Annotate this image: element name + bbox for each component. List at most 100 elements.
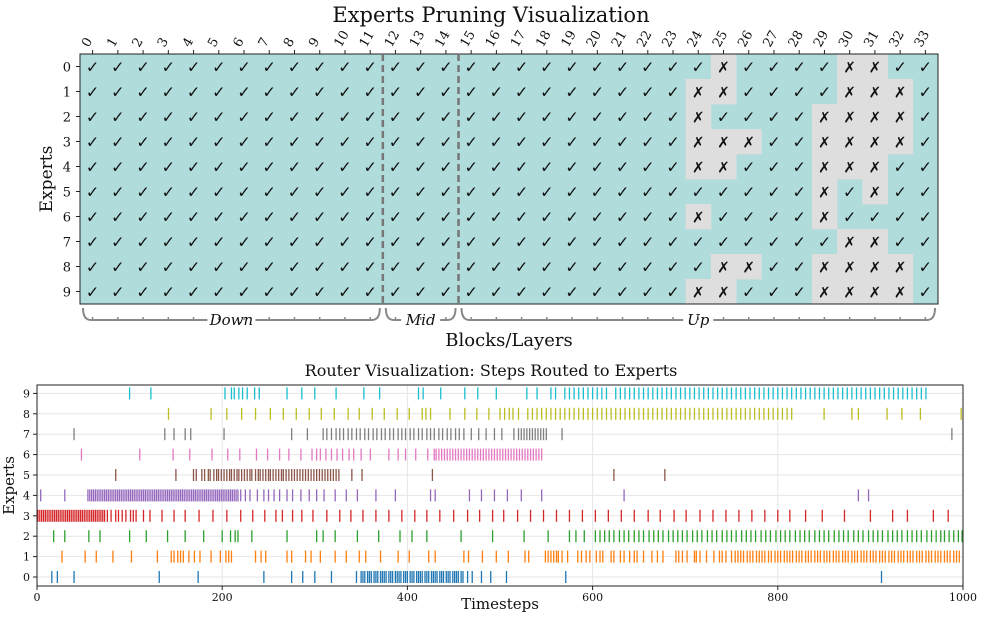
kept-mark: ✓ — [666, 258, 679, 277]
kept-mark: ✓ — [767, 183, 780, 202]
kept-mark: ✓ — [263, 133, 276, 152]
kept-mark: ✓ — [692, 258, 705, 277]
kept-mark: ✓ — [641, 83, 654, 102]
kept-mark: ✓ — [641, 183, 654, 202]
kept-mark: ✓ — [111, 283, 124, 302]
kept-mark: ✓ — [111, 258, 124, 277]
kept-mark: ✓ — [212, 258, 225, 277]
kept-mark: ✓ — [212, 183, 225, 202]
kept-mark: ✓ — [389, 183, 402, 202]
kept-mark: ✓ — [591, 133, 604, 152]
kept-mark: ✓ — [111, 233, 124, 252]
kept-mark: ✓ — [187, 108, 200, 127]
pruned-mark: ✗ — [717, 134, 730, 152]
kept-mark: ✓ — [742, 83, 755, 102]
x-tick-label: 22 — [634, 28, 655, 50]
kept-mark: ✓ — [313, 158, 326, 177]
pruned-cell — [862, 254, 888, 280]
kept-mark: ✓ — [136, 83, 149, 102]
pruned-mark: ✗ — [894, 259, 907, 277]
pruned-cell — [685, 154, 712, 180]
x-tick-label: 33 — [912, 28, 933, 50]
kept-mark: ✓ — [793, 233, 806, 252]
kept-mark: ✓ — [868, 208, 881, 227]
kept-mark: ✓ — [919, 283, 932, 302]
pruned-mark: ✗ — [869, 234, 882, 252]
kept-mark: ✓ — [464, 58, 477, 77]
kept-mark: ✓ — [692, 233, 705, 252]
kept-mark: ✓ — [389, 83, 402, 102]
kept-mark: ✓ — [439, 83, 452, 102]
kept-mark: ✓ — [490, 158, 503, 177]
kept-mark: ✓ — [439, 283, 452, 302]
kept-mark: ✓ — [565, 258, 578, 277]
kept-mark: ✓ — [288, 283, 301, 302]
kept-mark: ✓ — [86, 108, 99, 127]
pruned-cell — [710, 279, 737, 305]
kept-mark: ✓ — [86, 158, 99, 177]
pruned-mark: ✗ — [843, 59, 856, 77]
x-tick-label: 400 — [397, 591, 418, 604]
kept-mark: ✓ — [338, 108, 351, 127]
kept-mark: ✓ — [666, 108, 679, 127]
kept-mark: ✓ — [490, 133, 503, 152]
kept-mark: ✓ — [515, 233, 528, 252]
kept-mark: ✓ — [793, 83, 806, 102]
kept-mark: ✓ — [919, 58, 932, 77]
y-tick-label: 4 — [23, 489, 30, 502]
kept-mark: ✓ — [919, 158, 932, 177]
group-bracket — [384, 307, 402, 321]
pruned-cell — [685, 129, 712, 155]
kept-mark: ✓ — [313, 108, 326, 127]
pruned-cell — [887, 104, 914, 130]
kept-mark: ✓ — [515, 258, 528, 277]
kept-mark: ✓ — [389, 283, 402, 302]
kept-mark: ✓ — [565, 283, 578, 302]
pruned-mark: ✗ — [869, 259, 882, 277]
pruned-mark: ✗ — [894, 284, 907, 302]
kept-mark: ✓ — [263, 233, 276, 252]
x-tick-label: 800 — [767, 591, 788, 604]
group-bracket — [440, 307, 457, 321]
pruned-cell — [685, 279, 712, 305]
x-tick-label: 13 — [407, 28, 428, 50]
pruned-mark: ✗ — [818, 259, 831, 277]
kept-mark: ✓ — [439, 208, 452, 227]
pruned-cell — [887, 279, 914, 305]
kept-mark: ✓ — [187, 158, 200, 177]
pruned-cell — [736, 129, 762, 155]
pruned-mark: ✗ — [818, 159, 831, 177]
y-tick-label: 0 — [63, 61, 71, 76]
kept-mark: ✓ — [616, 108, 629, 127]
heatmap-background — [80, 54, 938, 304]
kept-mark: ✓ — [439, 58, 452, 77]
kept-mark: ✓ — [540, 258, 553, 277]
y-tick-label: 8 — [23, 408, 30, 421]
pruned-cell — [837, 129, 863, 155]
kept-mark: ✓ — [793, 58, 806, 77]
kept-mark: ✓ — [793, 208, 806, 227]
group-label: Down — [209, 311, 254, 329]
kept-mark: ✓ — [843, 208, 856, 227]
kept-mark: ✓ — [439, 133, 452, 152]
kept-mark: ✓ — [414, 158, 427, 177]
kept-mark: ✓ — [666, 133, 679, 152]
y-tick-label: 6 — [63, 211, 71, 226]
pruned-cell — [685, 79, 712, 105]
kept-mark: ✓ — [212, 58, 225, 77]
kept-mark: ✓ — [313, 83, 326, 102]
kept-mark: ✓ — [919, 183, 932, 202]
x-tick-label: 28 — [786, 28, 807, 50]
kept-mark: ✓ — [414, 108, 427, 127]
pruned-mark: ✗ — [717, 259, 730, 277]
pruned-mark: ✗ — [869, 284, 882, 302]
kept-mark: ✓ — [464, 158, 477, 177]
group-label: Up — [687, 311, 710, 329]
pruned-mark: ✗ — [818, 134, 831, 152]
kept-mark: ✓ — [313, 208, 326, 227]
kept-mark: ✓ — [237, 258, 250, 277]
x-tick-label: 25 — [710, 28, 731, 50]
x-axis-label: Blocks/Layers — [445, 330, 572, 351]
kept-mark: ✓ — [288, 133, 301, 152]
kept-mark: ✓ — [591, 283, 604, 302]
